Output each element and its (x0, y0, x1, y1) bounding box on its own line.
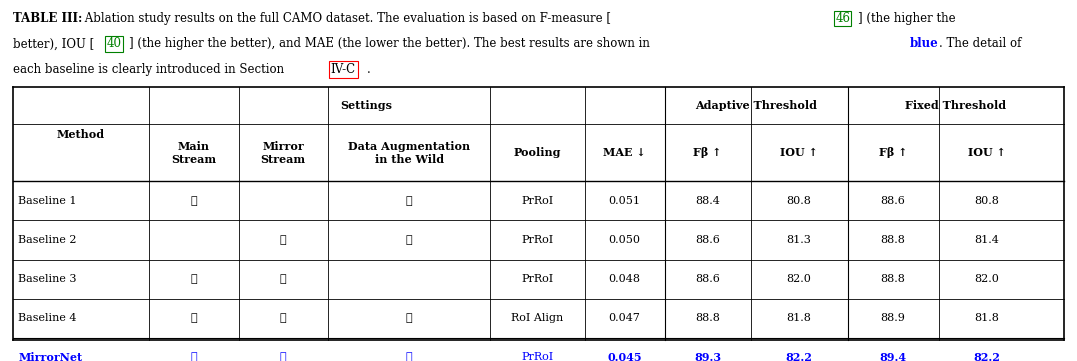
Text: Settings: Settings (340, 100, 393, 111)
Text: 88.6: 88.6 (880, 196, 906, 206)
Text: 81.4: 81.4 (974, 235, 999, 245)
Text: blue: blue (910, 37, 939, 50)
Text: ✓: ✓ (280, 235, 286, 245)
Text: IOU ↑: IOU ↑ (780, 147, 819, 158)
Text: Baseline 2: Baseline 2 (18, 235, 76, 245)
Text: Fβ ↑: Fβ ↑ (694, 147, 722, 158)
Text: 80.8: 80.8 (974, 196, 999, 206)
Text: 88.8: 88.8 (880, 235, 906, 245)
Text: Ablation study results on the full CAMO dataset. The evaluation is based on F-me: Ablation study results on the full CAMO … (81, 12, 611, 25)
Text: MirrorNet: MirrorNet (18, 352, 83, 361)
Text: 82.0: 82.0 (974, 274, 999, 284)
Text: Baseline 1: Baseline 1 (18, 196, 76, 206)
Text: 89.3: 89.3 (694, 352, 722, 361)
Text: ✓: ✓ (406, 352, 412, 361)
Text: ✓: ✓ (191, 274, 197, 284)
Text: 0.047: 0.047 (609, 313, 641, 323)
Text: Main
Stream: Main Stream (171, 141, 216, 165)
Text: Baseline 3: Baseline 3 (18, 274, 76, 284)
Text: Fixed Threshold: Fixed Threshold (906, 100, 1006, 111)
Text: Data Augmentation
in the Wild: Data Augmentation in the Wild (348, 141, 471, 165)
Text: Mirror
Stream: Mirror Stream (261, 141, 306, 165)
Text: 46: 46 (836, 12, 850, 25)
Text: PrRoI: PrRoI (521, 196, 554, 206)
Text: Baseline 4: Baseline 4 (18, 313, 76, 323)
Text: 88.4: 88.4 (695, 196, 721, 206)
Text: ✓: ✓ (191, 196, 197, 206)
Text: 81.8: 81.8 (786, 313, 812, 323)
Text: ✓: ✓ (280, 313, 286, 323)
Text: ✓: ✓ (191, 352, 197, 361)
Text: 82.2: 82.2 (786, 352, 812, 361)
Text: ✓: ✓ (406, 196, 412, 206)
Text: 40: 40 (107, 37, 122, 50)
Text: TABLE III:: TABLE III: (13, 12, 82, 25)
Text: ✓: ✓ (406, 313, 412, 323)
Text: ✓: ✓ (280, 352, 286, 361)
Text: 82.0: 82.0 (786, 274, 812, 284)
Text: 0.048: 0.048 (609, 274, 641, 284)
Text: PrRoI: PrRoI (521, 352, 554, 361)
Text: . The detail of: . The detail of (939, 37, 1021, 50)
Text: each baseline is clearly introduced in Section: each baseline is clearly introduced in S… (13, 63, 288, 76)
Text: 89.4: 89.4 (879, 352, 907, 361)
Text: 81.8: 81.8 (974, 313, 999, 323)
Text: 0.050: 0.050 (609, 235, 641, 245)
Text: ✓: ✓ (280, 274, 286, 284)
Text: ✓: ✓ (406, 235, 412, 245)
Text: 88.8: 88.8 (880, 274, 906, 284)
Text: MAE ↓: MAE ↓ (603, 147, 646, 158)
Text: IV-C: IV-C (331, 63, 355, 76)
Text: 81.3: 81.3 (786, 235, 812, 245)
Text: 0.045: 0.045 (607, 352, 642, 361)
Text: Pooling: Pooling (514, 147, 561, 158)
Text: ] (the higher the: ] (the higher the (858, 12, 956, 25)
Text: 80.8: 80.8 (786, 196, 812, 206)
Text: RoI Align: RoI Align (512, 313, 563, 323)
Text: 0.051: 0.051 (609, 196, 641, 206)
Text: 88.9: 88.9 (880, 313, 906, 323)
Text: IOU ↑: IOU ↑ (967, 147, 1006, 158)
Text: 82.2: 82.2 (974, 352, 999, 361)
Text: ✓: ✓ (191, 313, 197, 323)
Text: .: . (367, 63, 370, 76)
Text: Method: Method (57, 129, 104, 140)
Text: PrRoI: PrRoI (521, 235, 554, 245)
Text: Fβ ↑: Fβ ↑ (879, 147, 907, 158)
Text: Adaptive Threshold: Adaptive Threshold (695, 100, 817, 111)
Text: better), IOU [: better), IOU [ (13, 37, 94, 50)
Text: 88.6: 88.6 (695, 235, 721, 245)
Text: 88.6: 88.6 (695, 274, 721, 284)
Text: 88.8: 88.8 (695, 313, 721, 323)
Text: PrRoI: PrRoI (521, 274, 554, 284)
Text: ] (the higher the better), and MAE (the lower the better). The best results are : ] (the higher the better), and MAE (the … (129, 37, 651, 50)
